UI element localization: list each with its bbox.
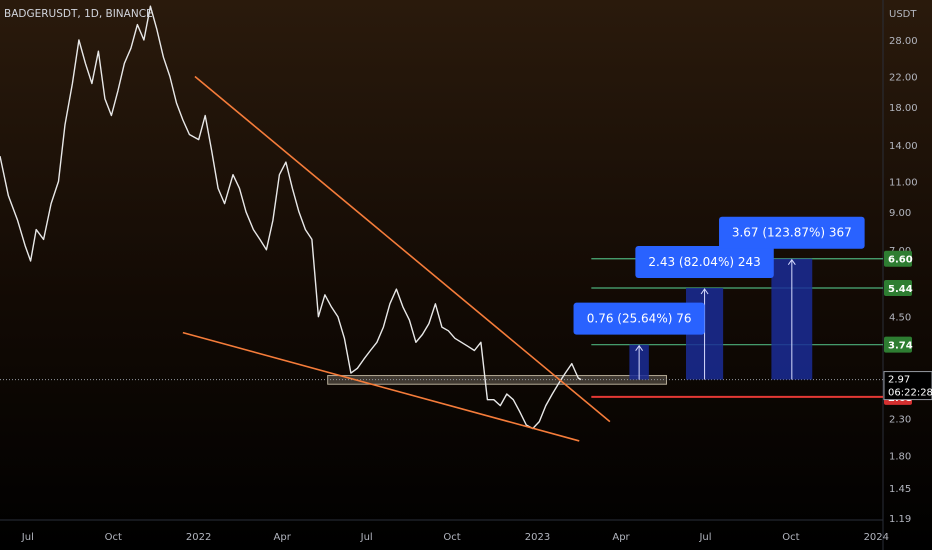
time-tick-label-2: Oct [105, 532, 122, 543]
bar-countdown: 06:22:28 [888, 388, 932, 399]
time-tick-label-9: Jul [698, 532, 711, 543]
measure-arrowhead-2 [700, 288, 709, 295]
price-tag-label-1: 6.60 [888, 255, 913, 266]
measure-arrowhead-3 [787, 258, 796, 266]
price-series [0, 5, 582, 430]
drawings-layer [0, 258, 883, 398]
time-tick-label-11: 2024 [864, 532, 889, 543]
last-price-tag [883, 371, 932, 401]
time-tick-label-6: Oct [443, 532, 460, 543]
wedge-lower-line [182, 331, 580, 442]
price-tick-label-11: 1.45 [889, 484, 911, 495]
price-axis[interactable]: 28.0022.0018.0014.0011.009.007.004.502.3… [889, 36, 918, 525]
price-tick-label-10: 1.80 [889, 451, 911, 462]
price-tag-1 [884, 250, 912, 267]
time-tick-label-4: Apr [274, 532, 292, 543]
price-axis-unit: USDT [889, 9, 917, 20]
price-tick-label-6: 9.00 [889, 208, 911, 219]
price-tick-label-4: 14.00 [889, 141, 918, 152]
measure-callout-label-3: 3.67 (123.87%) 367 [732, 226, 852, 240]
measure-callout-label-1: 0.76 (25.64%) 76 [587, 312, 692, 326]
measure-callout-1 [573, 302, 705, 335]
time-tick-label-8: Apr [612, 532, 630, 543]
price-tick-label-3: 18.00 [889, 103, 918, 114]
measure-arrowhead-1 [635, 344, 644, 351]
price-tag-2 [884, 279, 912, 296]
price-tick-label-5: 11.00 [889, 177, 918, 188]
price-tick-label-12: 1.19 [889, 514, 911, 525]
last-price-value: 2.97 [888, 375, 910, 386]
time-tick-label-7: 2023 [525, 532, 550, 543]
price-tick-label-1: 28.00 [889, 36, 918, 47]
price-tick-label-2: 22.00 [889, 72, 918, 83]
price-tag-label-2: 5.44 [888, 284, 913, 295]
price-line [0, 5, 582, 430]
price-tag-label-3: 3.74 [888, 341, 913, 352]
time-tick-label-10: Oct [782, 532, 799, 543]
time-tick-label-3: 2022 [186, 532, 211, 543]
price-tag-3 [884, 336, 912, 353]
measure-callout-2 [635, 245, 774, 278]
price-tick-label-9: 2.30 [889, 414, 911, 425]
measure-callout-label-2: 2.43 (82.04%) 243 [648, 255, 760, 269]
measure-callout-3 [719, 216, 865, 249]
overlay-layer: 0.76 (25.64%) 76 2.43 (82.04%) 243 3.67 (1… [182, 75, 865, 442]
time-axis[interactable]: Jul Oct 2022 Apr Jul Oct 2023 Apr Jul Oct 2024 [21, 532, 889, 543]
price-tick-label-8: 4.50 [889, 313, 911, 324]
symbol-title[interactable]: BADGERUSDT, 1D, BINANCE [4, 8, 153, 20]
time-tick-label-1: Jul [21, 532, 34, 543]
wedge-upper-line [194, 75, 611, 423]
time-tick-label-5: Jul [360, 532, 373, 543]
